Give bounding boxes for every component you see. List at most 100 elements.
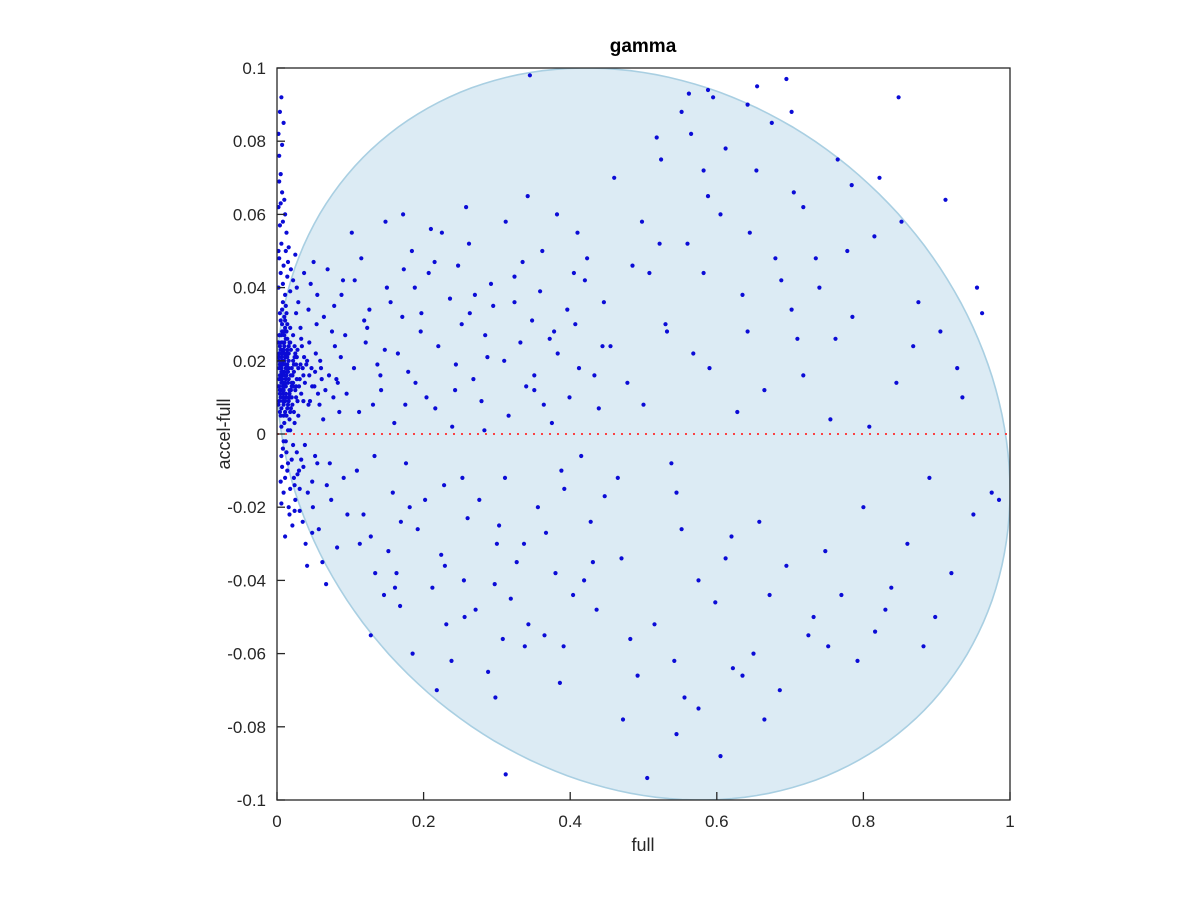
scatter-point (806, 633, 811, 638)
scatter-point (282, 420, 287, 426)
scatter-point (415, 527, 420, 532)
scatter-point (287, 388, 292, 393)
scatter-point (567, 395, 572, 400)
scatter-point (282, 197, 287, 202)
scatter-point (296, 384, 302, 389)
scatter-point (285, 380, 291, 385)
scatter-point (285, 336, 290, 341)
scatter-point (784, 563, 789, 568)
scatter-point (596, 406, 601, 411)
scatter-point (747, 230, 752, 235)
scatter-point (723, 146, 728, 151)
scatter-point (313, 369, 318, 374)
scatter-point (573, 322, 578, 327)
scatter-point (278, 413, 283, 418)
scatter-point (492, 582, 497, 587)
scatter-point (679, 527, 684, 532)
scatter-point (588, 519, 593, 524)
scatter-point (325, 267, 330, 272)
scatter-point (686, 91, 692, 96)
scatter-point (299, 457, 304, 462)
scatter-point (527, 73, 533, 78)
scatter-point (323, 388, 328, 393)
scatter-point (594, 607, 599, 612)
y-tick-label: 0.04 (233, 279, 266, 298)
scatter-point (290, 373, 295, 378)
scatter-point (450, 424, 455, 429)
scatter-point (382, 347, 387, 352)
scatter-point (927, 475, 932, 480)
scatter-point (592, 373, 597, 378)
scatter-point (439, 552, 444, 557)
scatter-point (654, 135, 659, 140)
x-tick-label: 1 (1005, 812, 1014, 831)
scatter-point (532, 373, 537, 378)
scatter-point (280, 322, 285, 327)
scatter-point (559, 468, 564, 473)
scatter-point (467, 311, 472, 316)
scatter-point (280, 300, 285, 305)
scatter-point (679, 109, 684, 114)
scatter-point (535, 505, 541, 510)
scatter-point (392, 585, 398, 590)
scatter-point (367, 307, 372, 312)
scatter-point (541, 402, 546, 407)
scatter-point (635, 673, 640, 678)
scatter-point (669, 461, 674, 466)
scatter-point (302, 380, 307, 385)
scatter-point (283, 377, 288, 382)
scatter-point (512, 300, 517, 305)
scatter-point (791, 190, 796, 195)
scatter-point (553, 571, 558, 576)
scatter-point (562, 486, 567, 491)
scatter-point (352, 278, 357, 283)
scatter-point (287, 391, 292, 396)
x-tick-label: 0.8 (852, 812, 876, 831)
scatter-point (381, 592, 387, 598)
scatter-point (285, 347, 290, 352)
scatter-point (280, 142, 285, 147)
scatter-point (279, 369, 284, 374)
scatter-point (343, 333, 348, 338)
scatter-point (283, 534, 288, 539)
scatter-point (284, 230, 289, 235)
scatter-point (740, 673, 745, 678)
scatter-point (813, 256, 818, 261)
scatter-point (432, 259, 437, 265)
y-tick-label: -0.1 (237, 791, 266, 810)
scatter-point (277, 248, 281, 254)
scatter-point (283, 475, 288, 480)
scatter-point (439, 230, 444, 235)
scatter-point (315, 292, 320, 297)
scatter-point (530, 318, 535, 323)
scatter-point (921, 644, 926, 649)
x-tick-label: 0 (272, 812, 281, 831)
scatter-point (296, 366, 301, 371)
scatter-point (497, 523, 502, 528)
scatter-point (394, 571, 399, 576)
scatter-point (277, 131, 281, 136)
confidence-ellipse (277, 68, 1010, 800)
scatter-point (307, 340, 312, 345)
scatter-point (745, 102, 750, 107)
scatter-point (291, 362, 296, 367)
y-tick-label: 0.06 (233, 205, 266, 224)
scatter-point (373, 571, 378, 576)
scatter-point (645, 775, 650, 781)
scatter-point (554, 212, 560, 217)
scatter-point (324, 582, 329, 587)
scatter-point (479, 399, 484, 404)
scatter-point (500, 636, 505, 642)
scatter-point (526, 622, 531, 627)
scatter-point (284, 329, 289, 334)
scatter-point (288, 267, 293, 272)
scatter-point (384, 285, 389, 290)
scatter-point (701, 168, 706, 173)
scatter-point (518, 340, 523, 345)
scatter-point (339, 292, 344, 297)
scatter-point (754, 168, 759, 173)
scatter-point (811, 614, 816, 620)
scatter-point (292, 420, 297, 426)
scatter-point (277, 153, 282, 158)
scatter-point (294, 377, 299, 382)
